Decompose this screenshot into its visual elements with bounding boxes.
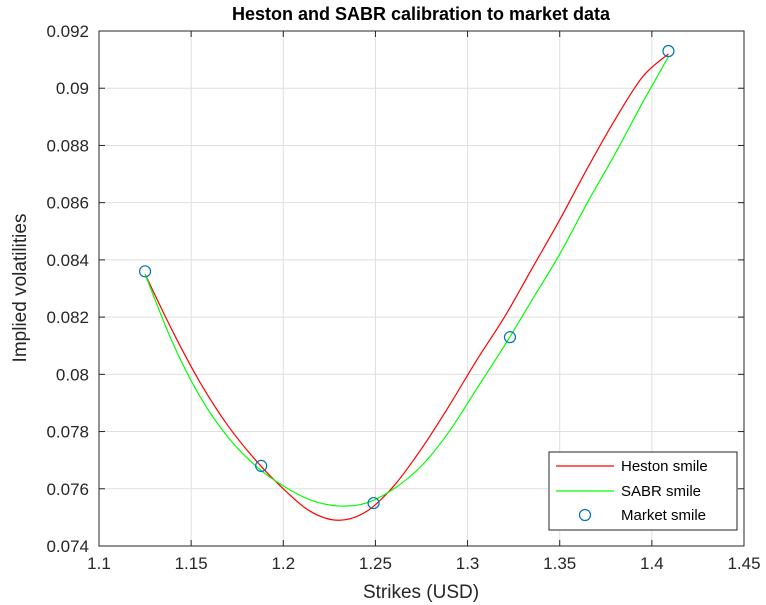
- y-tick-label: 0.076: [46, 480, 89, 499]
- y-tick-label: 0.082: [46, 308, 89, 327]
- legend-sabr-label: SABR smile: [621, 483, 701, 500]
- y-tick-label: 0.086: [46, 194, 89, 213]
- legend-heston-label: Heston smile: [621, 458, 708, 475]
- heston-smile-line: [144, 53, 669, 521]
- x-tick-label: 1.35: [543, 554, 576, 573]
- sabr-smile-line: [144, 56, 669, 507]
- axis-ticks: 1.1 1.15 1.2 1.25 1.3 1.35 1.4 1.45 0.074 0.076 0.…: [46, 22, 760, 573]
- y-tick-label: 0.078: [46, 423, 89, 442]
- y-tick-label: 0.08: [56, 365, 89, 384]
- x-tick-label: 1.2: [271, 554, 295, 573]
- y-tick-label: 0.088: [46, 136, 89, 155]
- y-tick-label: 0.092: [46, 22, 89, 41]
- legend-market-label: Market smile: [621, 507, 706, 524]
- market-smile-point: [255, 459, 268, 472]
- market-smile-point: [662, 44, 675, 58]
- chart-title: Heston and SABR calibration to market da…: [232, 4, 611, 24]
- y-tick-label: 0.09: [56, 79, 89, 98]
- x-tick-label: 1.15: [175, 554, 208, 573]
- y-tick-label: 0.074: [46, 537, 89, 556]
- x-tick-label: 1.3: [456, 554, 480, 573]
- x-tick-label: 1.25: [359, 554, 392, 573]
- y-tick-label: 0.084: [46, 251, 89, 270]
- market-smile-point: [367, 496, 380, 510]
- plot-frame: [98, 30, 745, 547]
- y-axis-title: Implied volatilities: [10, 214, 31, 363]
- market-smile-point: [138, 265, 152, 278]
- x-tick-label: 1.4: [640, 554, 664, 573]
- series-layer: [138, 44, 675, 521]
- legend-market-marker: [578, 508, 592, 522]
- x-tick-label: 1.1: [87, 554, 111, 573]
- market-smile-point: [503, 331, 517, 344]
- legend: Heston smile SABR smile Market smile: [548, 451, 738, 531]
- x-tick-label: 1.45: [727, 554, 760, 573]
- x-axis-title: Strikes (USD): [363, 582, 479, 603]
